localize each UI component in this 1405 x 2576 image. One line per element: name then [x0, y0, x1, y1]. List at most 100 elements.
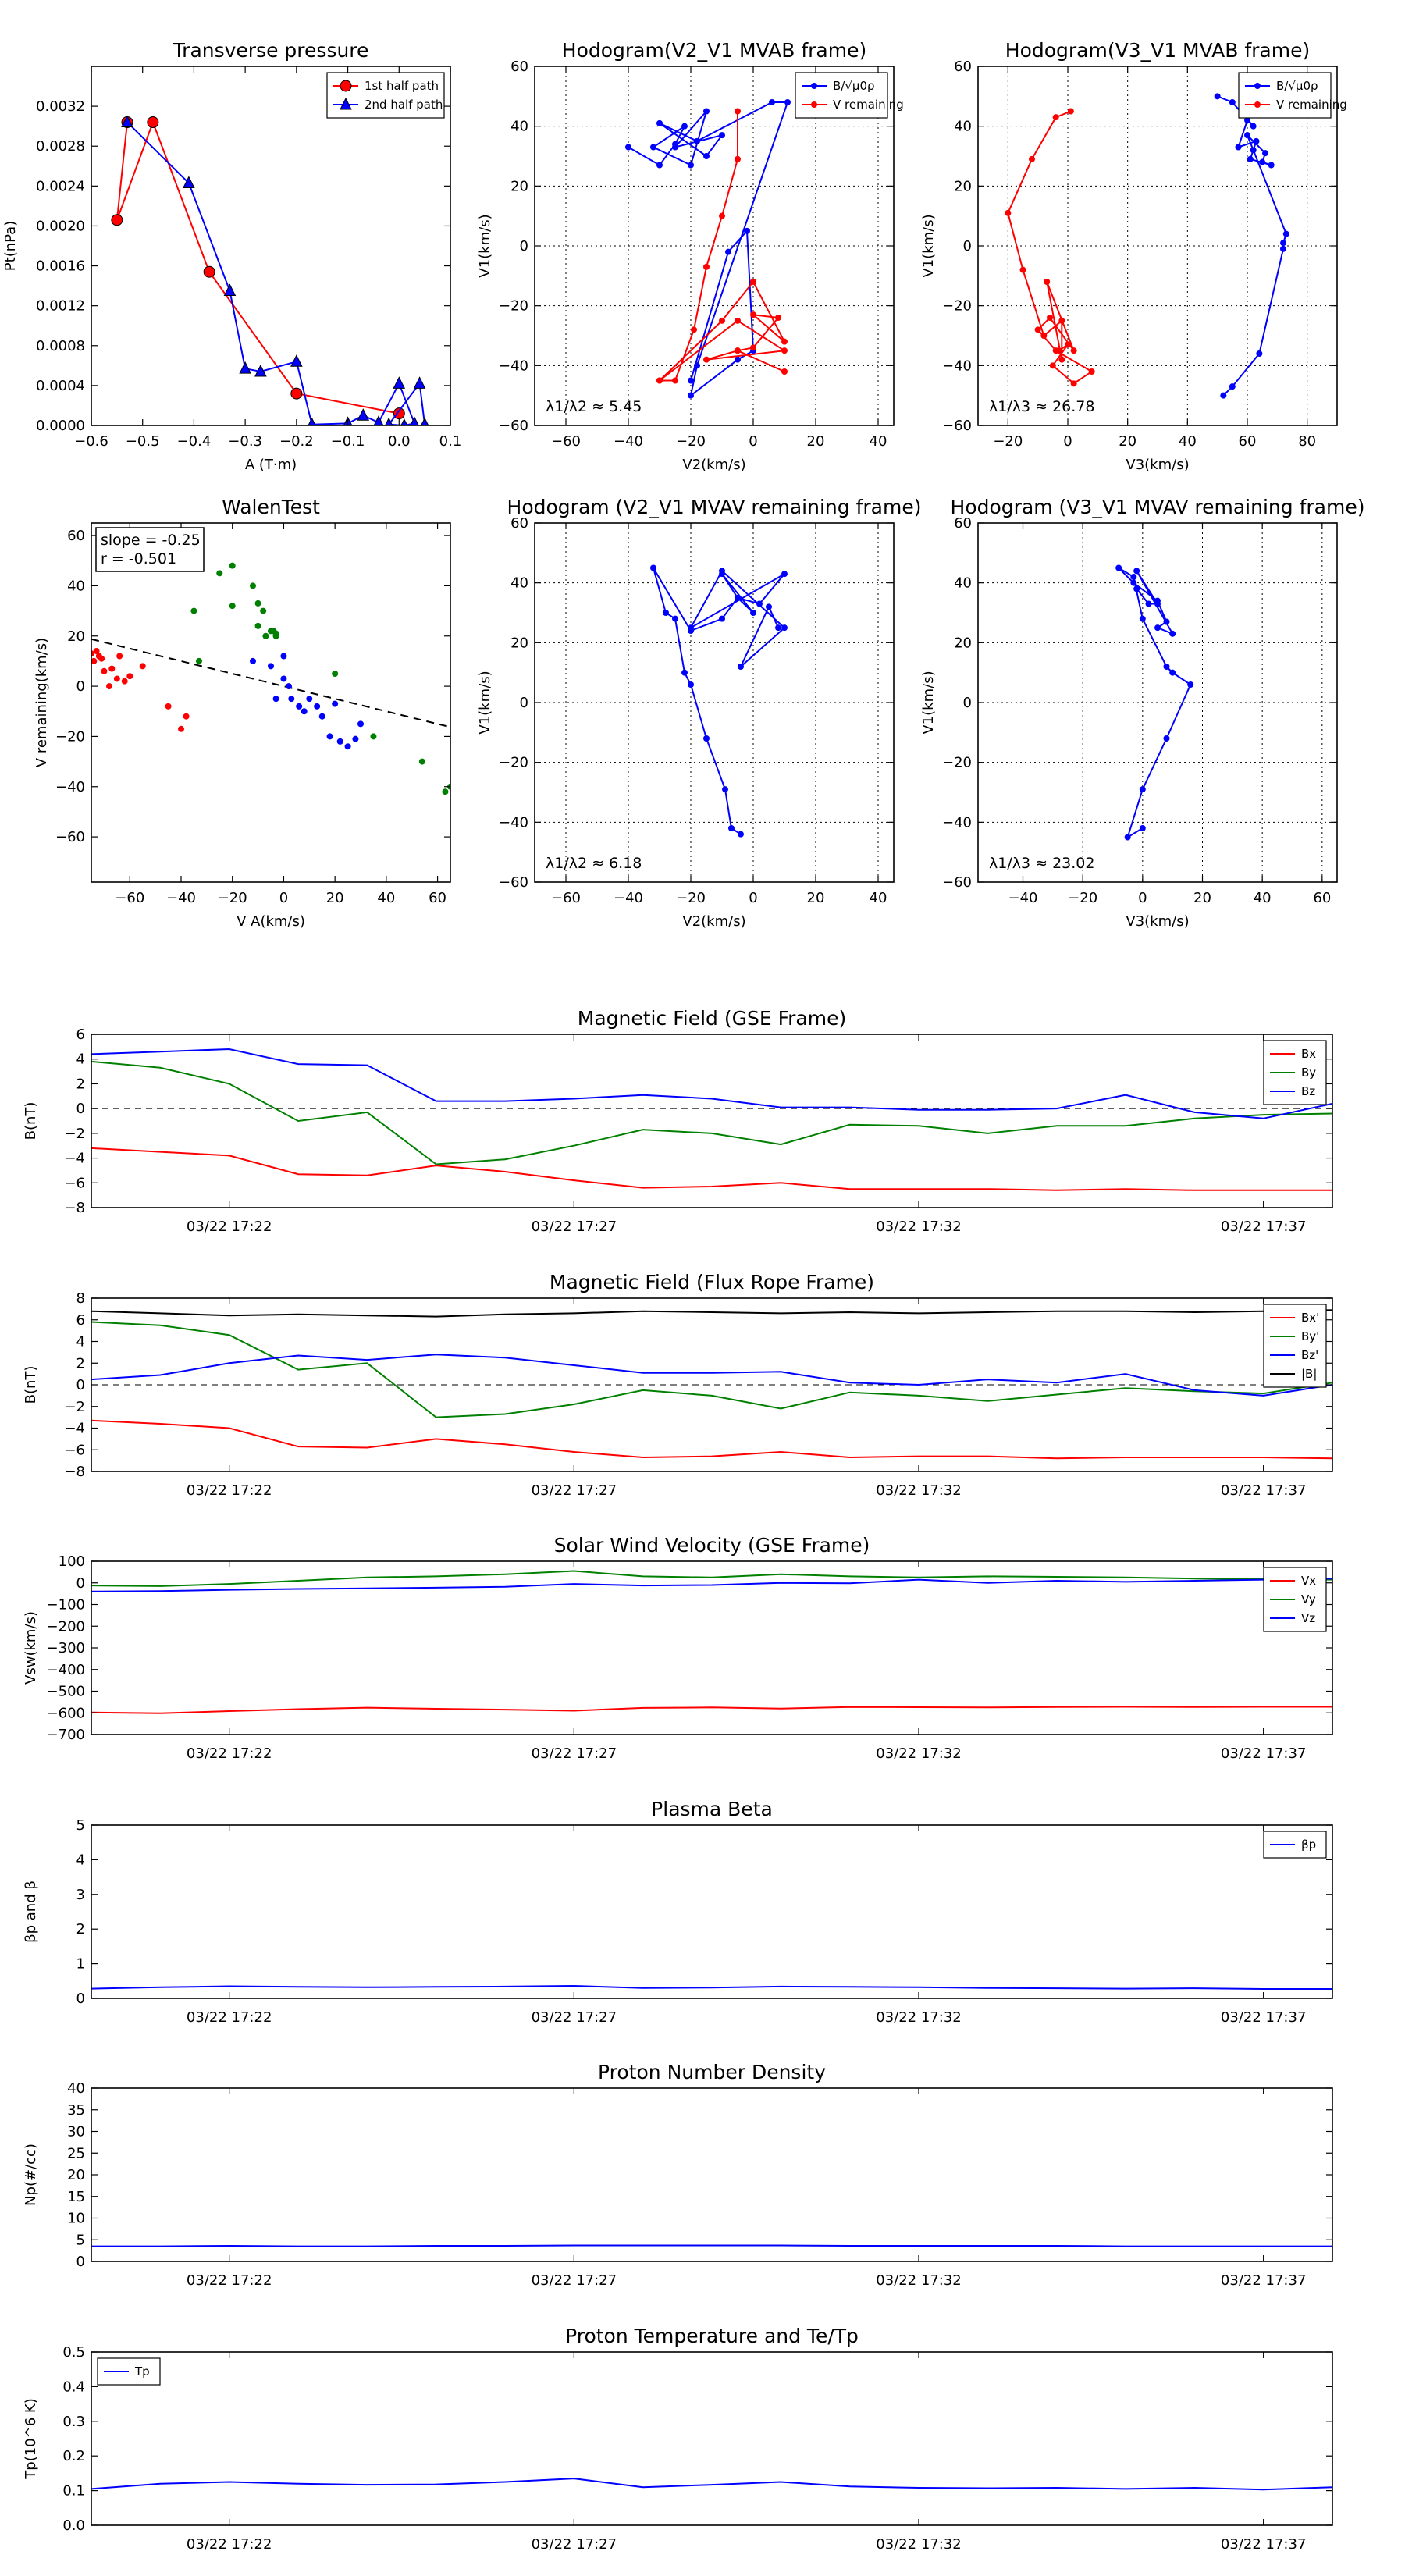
y-axis-label: Np(#/cc)	[23, 2144, 39, 2206]
x-tick-label: 03/22 17:32	[876, 1482, 961, 1499]
legend-label: B/√μ0ρ	[833, 79, 875, 93]
x-tick-label: −60	[551, 890, 581, 906]
legend-label: Vz	[1301, 1611, 1315, 1625]
series-h31-1-point	[1049, 362, 1056, 369]
y-axis-label: B(nT)	[23, 1366, 39, 1404]
series-h21-0-point	[744, 227, 750, 234]
x-tick-label: 03/22 17:27	[532, 1219, 617, 1235]
y-tick-label: −4	[64, 1151, 85, 1167]
plot-area	[1005, 93, 1289, 399]
series-h21-1-point	[781, 347, 788, 354]
series-tp-0-point	[111, 214, 123, 226]
y-tick-label: 15	[67, 2189, 85, 2205]
series-vsw-1-line	[91, 1570, 1332, 1587]
series-walen-2-point	[306, 696, 313, 703]
series-h21r-0-point	[750, 610, 756, 616]
series-tp-1-point	[400, 418, 408, 425]
series-walen-2-point	[280, 653, 287, 660]
lambda-ratio: λ1/λ2 ≈ 6.18	[546, 855, 642, 872]
x-tick-label: 20	[807, 433, 825, 450]
y-tick-label: −20	[499, 298, 528, 315]
y-tick-label: 0.0020	[36, 218, 85, 234]
x-tick-label: 03/22 17:32	[876, 1219, 961, 1235]
y-tick-label: −20	[55, 728, 85, 745]
y-axis-label: V1(km/s)	[477, 671, 493, 734]
y-axis-label: βp and β	[23, 1880, 39, 1943]
y-tick-label: 0.0032	[36, 98, 85, 115]
series-h21r-0-point	[688, 624, 694, 632]
axes-frame	[91, 522, 451, 883]
y-tick-label: 60	[954, 59, 972, 75]
x-tick-label: 03/22 17:37	[1221, 2272, 1306, 2289]
series-walen-1-point	[229, 603, 236, 610]
y-tick-label: −500	[47, 1684, 85, 1700]
y-tick-label: −4	[64, 1421, 85, 1437]
series-h21-0-point	[725, 248, 731, 255]
panel-np: 03/22 17:22 03/22 17:27 03/22 17:32 03/22 1…	[23, 2061, 1333, 2289]
series-walen-0-point	[126, 673, 133, 680]
series-walen-1-point	[250, 582, 256, 589]
y-tick-label: 0	[76, 2254, 85, 2270]
y-tick-label: 60	[510, 515, 528, 532]
x-tick-label: −60	[551, 433, 581, 450]
series-h31-0-point	[1262, 150, 1268, 157]
series-h21r-0-point	[719, 568, 725, 575]
y-tick-label: −60	[499, 418, 528, 434]
y-tick-label: 0.0000	[36, 418, 85, 434]
series-h21r-0-point	[672, 615, 678, 622]
legend-label: By'	[1301, 1329, 1319, 1343]
x-tick-label: 20	[807, 890, 825, 906]
series-h21-1-point	[735, 317, 741, 324]
x-tick-label: 03/22 17:32	[876, 1745, 961, 1762]
axes-frame	[91, 1824, 1333, 1999]
series-walen-1-point	[216, 570, 223, 577]
x-tick-label: 0	[1063, 433, 1072, 450]
y-tick-label: 35	[67, 2102, 85, 2119]
legend-label: Bz	[1301, 1084, 1315, 1098]
series-tp-1-point	[308, 417, 316, 425]
legend: Bx' By' Bz' |B|	[1263, 1304, 1327, 1388]
y-tick-label: 100	[59, 1553, 85, 1570]
legend: Bx By Bz	[1263, 1040, 1327, 1105]
series-h21r-0-line	[653, 567, 786, 835]
legend: Vx Vy Vz	[1263, 1567, 1327, 1632]
series-h31r-0-point	[1163, 735, 1170, 742]
series-h31r-0-point	[1139, 615, 1146, 622]
legend-label: βp	[1301, 1838, 1316, 1852]
plot-area	[111, 115, 429, 425]
y-tick-label: −2	[64, 1399, 85, 1415]
y-tick-label: −60	[55, 829, 85, 845]
series-h31r-0-point	[1163, 618, 1170, 625]
y-axis-label: V1(km/s)	[477, 214, 493, 277]
series-h31-1-point	[1005, 209, 1012, 216]
series-h31r-0-point	[1187, 681, 1194, 688]
y-tick-label: 6	[76, 1312, 85, 1329]
y-tick-label: 40	[67, 578, 85, 594]
legend-label: Bx	[1301, 1047, 1316, 1061]
series-h31-1-point	[1070, 380, 1077, 387]
series-vsw-0-line	[91, 1706, 1332, 1714]
series-h21-1-point	[656, 377, 663, 384]
x-tick-label: −20	[676, 890, 706, 906]
legend-label: 1st half path	[365, 79, 439, 93]
series-h21-0-point	[688, 377, 694, 384]
series-walen-1-point	[370, 733, 377, 740]
plot-area	[91, 562, 450, 795]
series-h31r-0-point	[1154, 600, 1161, 607]
series-walen-2-point	[280, 675, 287, 682]
y-tick-label: 2	[76, 1076, 85, 1092]
x-tick-label: 03/22 17:27	[532, 2536, 617, 2553]
series-tp-1-point	[373, 415, 384, 425]
series-h21-1-line	[657, 111, 787, 382]
series-walen-0-point	[139, 663, 146, 670]
series-tp-1-point	[420, 417, 429, 425]
y-tick-label: 0	[520, 238, 528, 254]
plot-area	[650, 564, 788, 838]
series-h21-1-point	[703, 356, 710, 363]
series-h21r-0-point	[650, 564, 656, 571]
legend-box	[795, 72, 888, 119]
series-bgse-2-line	[91, 1048, 1332, 1119]
panel-title: Hodogram(V2_V1 MVAB frame)	[562, 39, 866, 62]
